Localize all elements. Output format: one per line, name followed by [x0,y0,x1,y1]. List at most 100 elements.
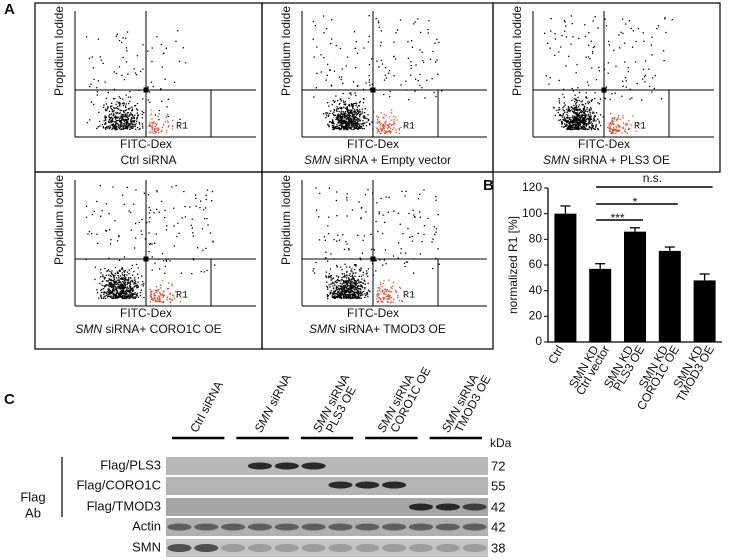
dot [123,105,124,106]
dot [106,126,107,127]
dot [182,217,183,218]
dot [103,292,104,293]
dot [325,257,326,258]
dot [357,53,358,54]
dot [572,127,573,128]
dot [106,271,107,272]
dot [345,120,346,121]
dot [613,50,614,51]
dot [107,288,108,289]
dot [115,267,116,268]
dot [587,111,588,112]
dot [340,48,341,49]
dot [151,290,152,291]
dot [123,123,124,124]
dot [119,128,120,129]
dot [393,121,394,122]
dot [140,295,141,296]
dot [124,274,125,275]
dot [380,133,381,134]
dot [105,292,106,293]
dot [127,119,128,120]
dot [364,116,365,117]
dot [137,274,138,275]
dot [118,235,119,236]
dot [347,126,348,127]
dot [135,72,136,73]
dot [117,282,118,283]
dot [331,290,332,291]
dot [422,241,423,242]
dot [651,44,652,45]
y-axis-label: normalized R1 [%] [506,216,520,314]
dot [412,236,413,237]
dot [569,128,570,129]
dot [334,293,335,294]
dot [113,298,114,299]
dot [174,225,175,226]
dot [160,295,161,296]
dot [119,260,120,261]
dot [376,298,377,299]
dot [384,222,385,223]
dot [313,268,314,269]
dot [401,191,402,192]
panel-letter: C [4,391,15,408]
dot [334,298,335,299]
dot [356,292,357,293]
dot [608,41,609,42]
dot [384,128,385,129]
dot [432,78,433,79]
dot [117,298,118,299]
dot [162,253,163,254]
dot [381,198,382,199]
dot [419,74,420,75]
dot [363,240,364,241]
dot [561,35,562,36]
dot [207,190,208,191]
dot [356,125,357,126]
dot [400,253,401,254]
dot [155,290,156,291]
dot [341,269,342,270]
dot [359,120,360,121]
dot [351,120,352,121]
dot [339,111,340,112]
dot [361,126,362,127]
dot [121,110,122,111]
dot [339,77,340,78]
dot [382,63,383,64]
dot [613,123,614,124]
dot [628,67,629,68]
dot [142,69,143,70]
dot [352,114,353,115]
dot [118,293,119,294]
dot [100,269,101,270]
dot [348,123,349,124]
dot [438,248,439,249]
dot [384,133,385,134]
dot [164,217,165,218]
dot [132,295,133,296]
dot [565,21,566,22]
dot [606,25,607,26]
dot [98,112,99,113]
lane-label: Ctrl siRNA [187,379,226,435]
dot [579,126,580,127]
dot [349,127,350,128]
dot [119,118,120,119]
dot [367,273,368,274]
dot [156,301,157,302]
dot [402,233,403,234]
dot [341,125,342,126]
dot [584,113,585,114]
dot [387,289,388,290]
dot [611,93,612,94]
dot [128,288,129,289]
dot [359,270,360,271]
dot [382,265,383,266]
dot [323,15,324,16]
dot [166,297,167,298]
dot [131,230,132,231]
dot [142,98,143,99]
